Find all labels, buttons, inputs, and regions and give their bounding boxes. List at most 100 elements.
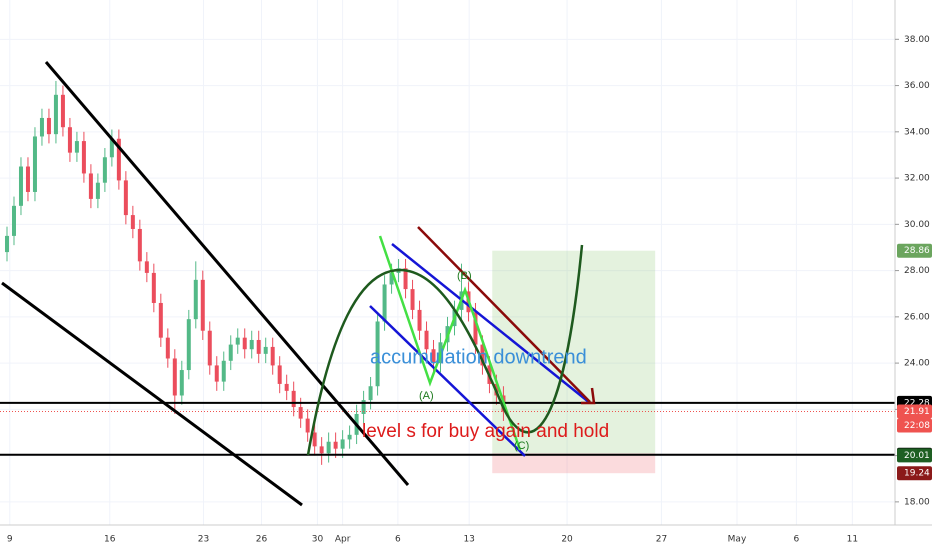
price-label: 22.28: [904, 398, 930, 408]
x-tick-label: Apr: [335, 535, 351, 545]
candle-body: [95, 182, 100, 199]
x-tick-label: 23: [198, 535, 209, 545]
candle-body: [39, 117, 44, 137]
y-tick-label: 30.00: [904, 220, 930, 230]
stop-zone: [492, 453, 656, 474]
drawings: accumulation downtrend level s for buy a…: [1, 61, 609, 507]
candle-body: [235, 337, 240, 345]
candle-body: [298, 407, 303, 419]
candle-body: [256, 339, 261, 354]
position-box: [492, 250, 656, 474]
candle-body: [284, 383, 289, 391]
candle-body: [158, 302, 163, 338]
candle-body: [431, 349, 436, 364]
candle-body: [25, 166, 30, 192]
candle-body: [368, 386, 373, 401]
candle-body: [32, 136, 37, 192]
candle-body: [11, 205, 16, 236]
candle-body: [361, 400, 366, 414]
x-tick-label: 16: [104, 535, 116, 545]
x-tick-label: 9: [7, 535, 13, 545]
candle-body: [123, 180, 128, 216]
candle-body: [382, 284, 387, 322]
price-label-box: [897, 466, 932, 481]
candle-body: [333, 441, 338, 449]
target-zone: [492, 250, 656, 454]
y-tick-label: 38.00: [904, 35, 930, 45]
x-tick-label: May: [728, 535, 747, 545]
arrow-head: [581, 387, 596, 405]
candles: [4, 80, 506, 465]
candle-body: [88, 173, 93, 199]
candle-body: [116, 138, 121, 181]
x-tick-label: 20: [561, 535, 573, 545]
wave-label: (B): [457, 270, 472, 282]
candle-body: [263, 346, 268, 354]
candle-body: [228, 344, 233, 361]
candle-body: [424, 330, 429, 350]
y-tick-label: 24.00: [904, 359, 930, 369]
candle-body: [270, 346, 275, 366]
grid: [0, 0, 895, 525]
y-tick-label: 28.00: [904, 266, 930, 276]
candle-body: [312, 432, 317, 447]
candle-body: [305, 418, 310, 433]
candle-body: [242, 337, 247, 350]
candle-body: [417, 309, 422, 331]
candle-body: [74, 141, 79, 153]
axes: 18.0020.0022.0024.0026.0028.0030.0032.00…: [7, 35, 932, 545]
x-tick-label: 6: [794, 535, 800, 545]
candle-body: [18, 166, 23, 206]
price-label-box: [897, 243, 932, 258]
wave-label: (C): [514, 440, 529, 452]
price-lines: [0, 401, 895, 456]
price-label: 21.91: [904, 407, 930, 417]
candle-body: [319, 446, 324, 454]
wave-label: (A): [419, 390, 434, 402]
candle-body: [473, 312, 478, 345]
channel-line: [391, 243, 591, 404]
candle-body: [277, 365, 282, 384]
price-label: 19.24: [904, 469, 930, 479]
x-tick-label: 11: [847, 535, 858, 545]
price-label: 20.01: [904, 451, 930, 461]
candle-body: [403, 268, 408, 290]
candle-body: [375, 321, 380, 387]
y-tick-label: 34.00: [904, 127, 930, 137]
candle-body: [249, 339, 254, 350]
candle-body: [291, 390, 296, 408]
candle-body: [151, 272, 156, 303]
candle-body: [214, 365, 219, 382]
candle-body: [186, 319, 191, 371]
annotation: accumulation downtrend: [370, 346, 587, 368]
y-tick-label: 18.00: [904, 497, 930, 507]
candle-body: [46, 117, 51, 135]
y-tick-label: 26.00: [904, 312, 930, 322]
annotation: level s for buy again and hold: [362, 421, 609, 442]
candle-body: [347, 434, 352, 440]
trend-line: [44, 61, 410, 486]
candle-body: [340, 439, 345, 449]
candle-body: [480, 344, 485, 366]
candle-body: [53, 94, 58, 135]
candle-body: [193, 279, 198, 320]
candle-body: [200, 279, 205, 331]
wave-line: [378, 235, 522, 451]
candle-body: [410, 289, 415, 310]
candle-body: [137, 228, 142, 262]
candle-body: [4, 235, 9, 253]
channel-line: [369, 305, 526, 457]
candle-body: [102, 157, 107, 183]
candle-body: [221, 360, 226, 382]
candle-body: [109, 138, 114, 158]
price-label-box: [897, 448, 932, 463]
candle-body: [207, 330, 212, 366]
candle-body: [165, 337, 170, 359]
candle-body: [144, 261, 149, 273]
x-tick-label: 13: [463, 535, 474, 545]
candle-body: [172, 358, 177, 396]
x-tick-label: 6: [395, 535, 401, 545]
candle-body: [130, 215, 135, 229]
x-tick-label: 27: [656, 535, 667, 545]
